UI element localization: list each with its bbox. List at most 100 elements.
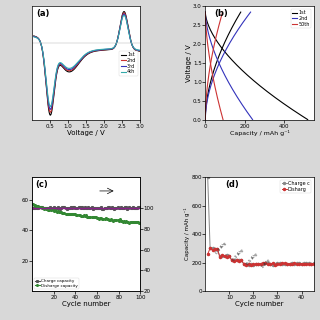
Charge c (213, 247, 217, 251)
3rd (95, 48, 99, 52)
Disharg (220, 253, 224, 257)
1st (138, 49, 142, 53)
Charge capacity (134, 206, 138, 210)
2nd (32, 34, 36, 38)
Charge capacity (86, 205, 90, 209)
Text: (a): (a) (36, 9, 50, 18)
Charge c (259, 262, 263, 266)
Disharg (288, 262, 292, 266)
Charge c (235, 258, 238, 261)
Charge c (237, 258, 241, 262)
Charge c (285, 262, 289, 266)
Disharg (261, 261, 265, 265)
Disharg (239, 258, 243, 262)
Charge c (228, 254, 231, 258)
Line: 50th: 50th (205, 12, 223, 120)
Disharg (297, 262, 301, 266)
Legend: 1st, 2nd, 3rd, 4th: 1st, 2nd, 3rd, 4th (119, 51, 138, 76)
Charge capacity (56, 205, 60, 209)
Disharg (225, 255, 229, 259)
Disharg (223, 254, 227, 258)
Disharg (264, 261, 268, 265)
1st (296, 111, 300, 115)
X-axis label: Cycle number: Cycle number (62, 301, 110, 307)
1st (266, 90, 270, 94)
Line: 2nd: 2nd (205, 12, 252, 120)
Charge capacity (131, 205, 135, 209)
2nd (204, 14, 207, 18)
Disharge capacity (130, 220, 133, 224)
Charge capacity (31, 206, 35, 210)
Charge c (304, 261, 308, 265)
4th (80, 55, 84, 59)
50th (214, 89, 218, 93)
Disharg (304, 262, 308, 266)
2nd (138, 49, 142, 53)
Charge c (295, 261, 299, 265)
Charge c (297, 261, 301, 265)
Charge capacity (96, 206, 100, 210)
2nd (243, 107, 247, 111)
Charge c (206, 175, 210, 179)
Disharg (256, 262, 260, 266)
Charge capacity (137, 205, 141, 209)
Charge c (254, 262, 258, 266)
4th (51, 95, 55, 99)
4th (138, 48, 142, 52)
Charge c (312, 261, 316, 265)
1st (80, 57, 84, 61)
Disharg (278, 262, 282, 266)
1st (306, 118, 310, 122)
Disharge capacity (56, 209, 60, 213)
Disharg (249, 263, 253, 267)
Charge c (220, 254, 224, 258)
50th (204, 14, 207, 18)
Disharge capacity (52, 209, 56, 212)
Disharg (280, 261, 284, 265)
2nd (246, 111, 250, 115)
Charge c (276, 261, 279, 265)
Disharge capacity (95, 216, 99, 220)
Charge c (271, 263, 275, 267)
1st (95, 49, 99, 53)
Charge c (266, 261, 270, 265)
1st (51, 102, 55, 106)
Charge c (232, 258, 236, 261)
Text: (b): (b) (214, 9, 228, 18)
Charge c (268, 261, 272, 265)
Disharg (235, 258, 238, 262)
1st (204, 10, 207, 14)
Charge c (278, 261, 282, 265)
50th (218, 107, 222, 111)
1st (32, 34, 36, 38)
Charge c (302, 261, 306, 265)
Legend: 1st, 2nd, 50th: 1st, 2nd, 50th (291, 9, 311, 28)
Charge c (244, 262, 248, 266)
Charge c (292, 262, 296, 266)
Charge c (211, 246, 214, 250)
Charge c (290, 261, 294, 265)
Disharge capacity (31, 203, 35, 206)
X-axis label: Capacity / mAh g⁻¹: Capacity / mAh g⁻¹ (229, 130, 289, 136)
Text: 1 A/g: 1 A/g (261, 259, 270, 269)
Charge c (264, 261, 268, 265)
50th (220, 111, 223, 115)
Disharg (211, 248, 214, 252)
Charge capacity (52, 205, 56, 209)
Charge capacity (138, 205, 142, 209)
2nd (103, 48, 107, 52)
2nd (122, 11, 126, 15)
Disharge capacity (86, 215, 90, 219)
Disharge capacity (137, 221, 141, 225)
Charge c (307, 261, 311, 265)
Text: (d): (d) (225, 180, 238, 188)
Disharg (271, 261, 275, 265)
Disharg (237, 259, 241, 262)
2nd (80, 57, 84, 60)
2nd (251, 118, 254, 122)
50th (214, 90, 218, 94)
2nd (51, 100, 55, 104)
Charge c (280, 262, 284, 266)
Disharg (300, 262, 303, 266)
Disharg (244, 263, 248, 267)
